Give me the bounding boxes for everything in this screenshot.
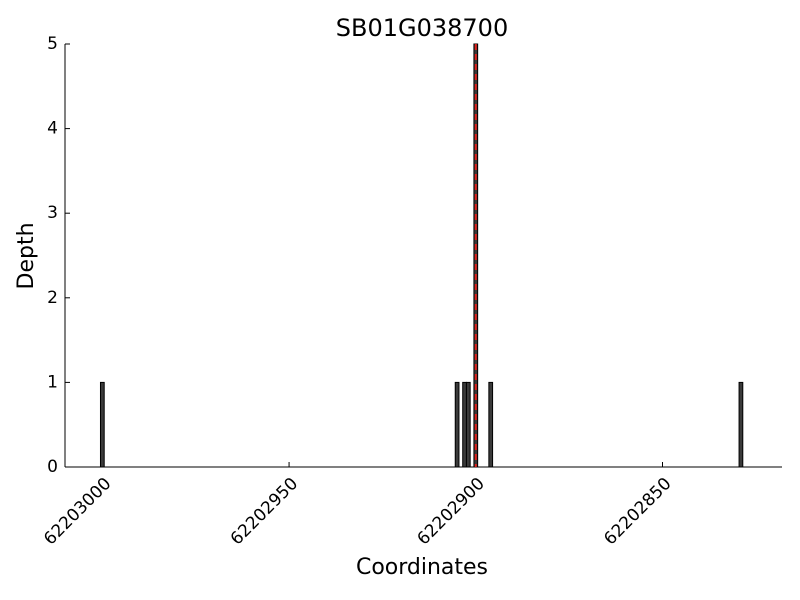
y-tick-label: 2: [47, 288, 58, 308]
bar: [465, 381, 471, 468]
y-tick-label: 5: [47, 34, 58, 54]
x-axis-label: Coordinates: [356, 555, 488, 580]
y-tick-label: 0: [47, 457, 58, 477]
y-axis-label: Depth: [14, 222, 39, 289]
y-tick-label: 1: [47, 372, 58, 392]
bar: [488, 381, 494, 468]
x-tick-label: 62202850: [600, 474, 675, 549]
y-tick-label: 3: [47, 203, 58, 223]
y-tick-label: 4: [47, 119, 58, 139]
bar: [99, 381, 105, 468]
bar: [462, 381, 467, 468]
chart-title: SB01G038700: [336, 14, 508, 42]
x-tick-label: 62202950: [227, 474, 302, 549]
x-tick-label: 62202900: [414, 474, 489, 549]
x-tick-label: 62203000: [40, 474, 115, 549]
bar: [738, 381, 744, 468]
bar: [454, 381, 460, 468]
